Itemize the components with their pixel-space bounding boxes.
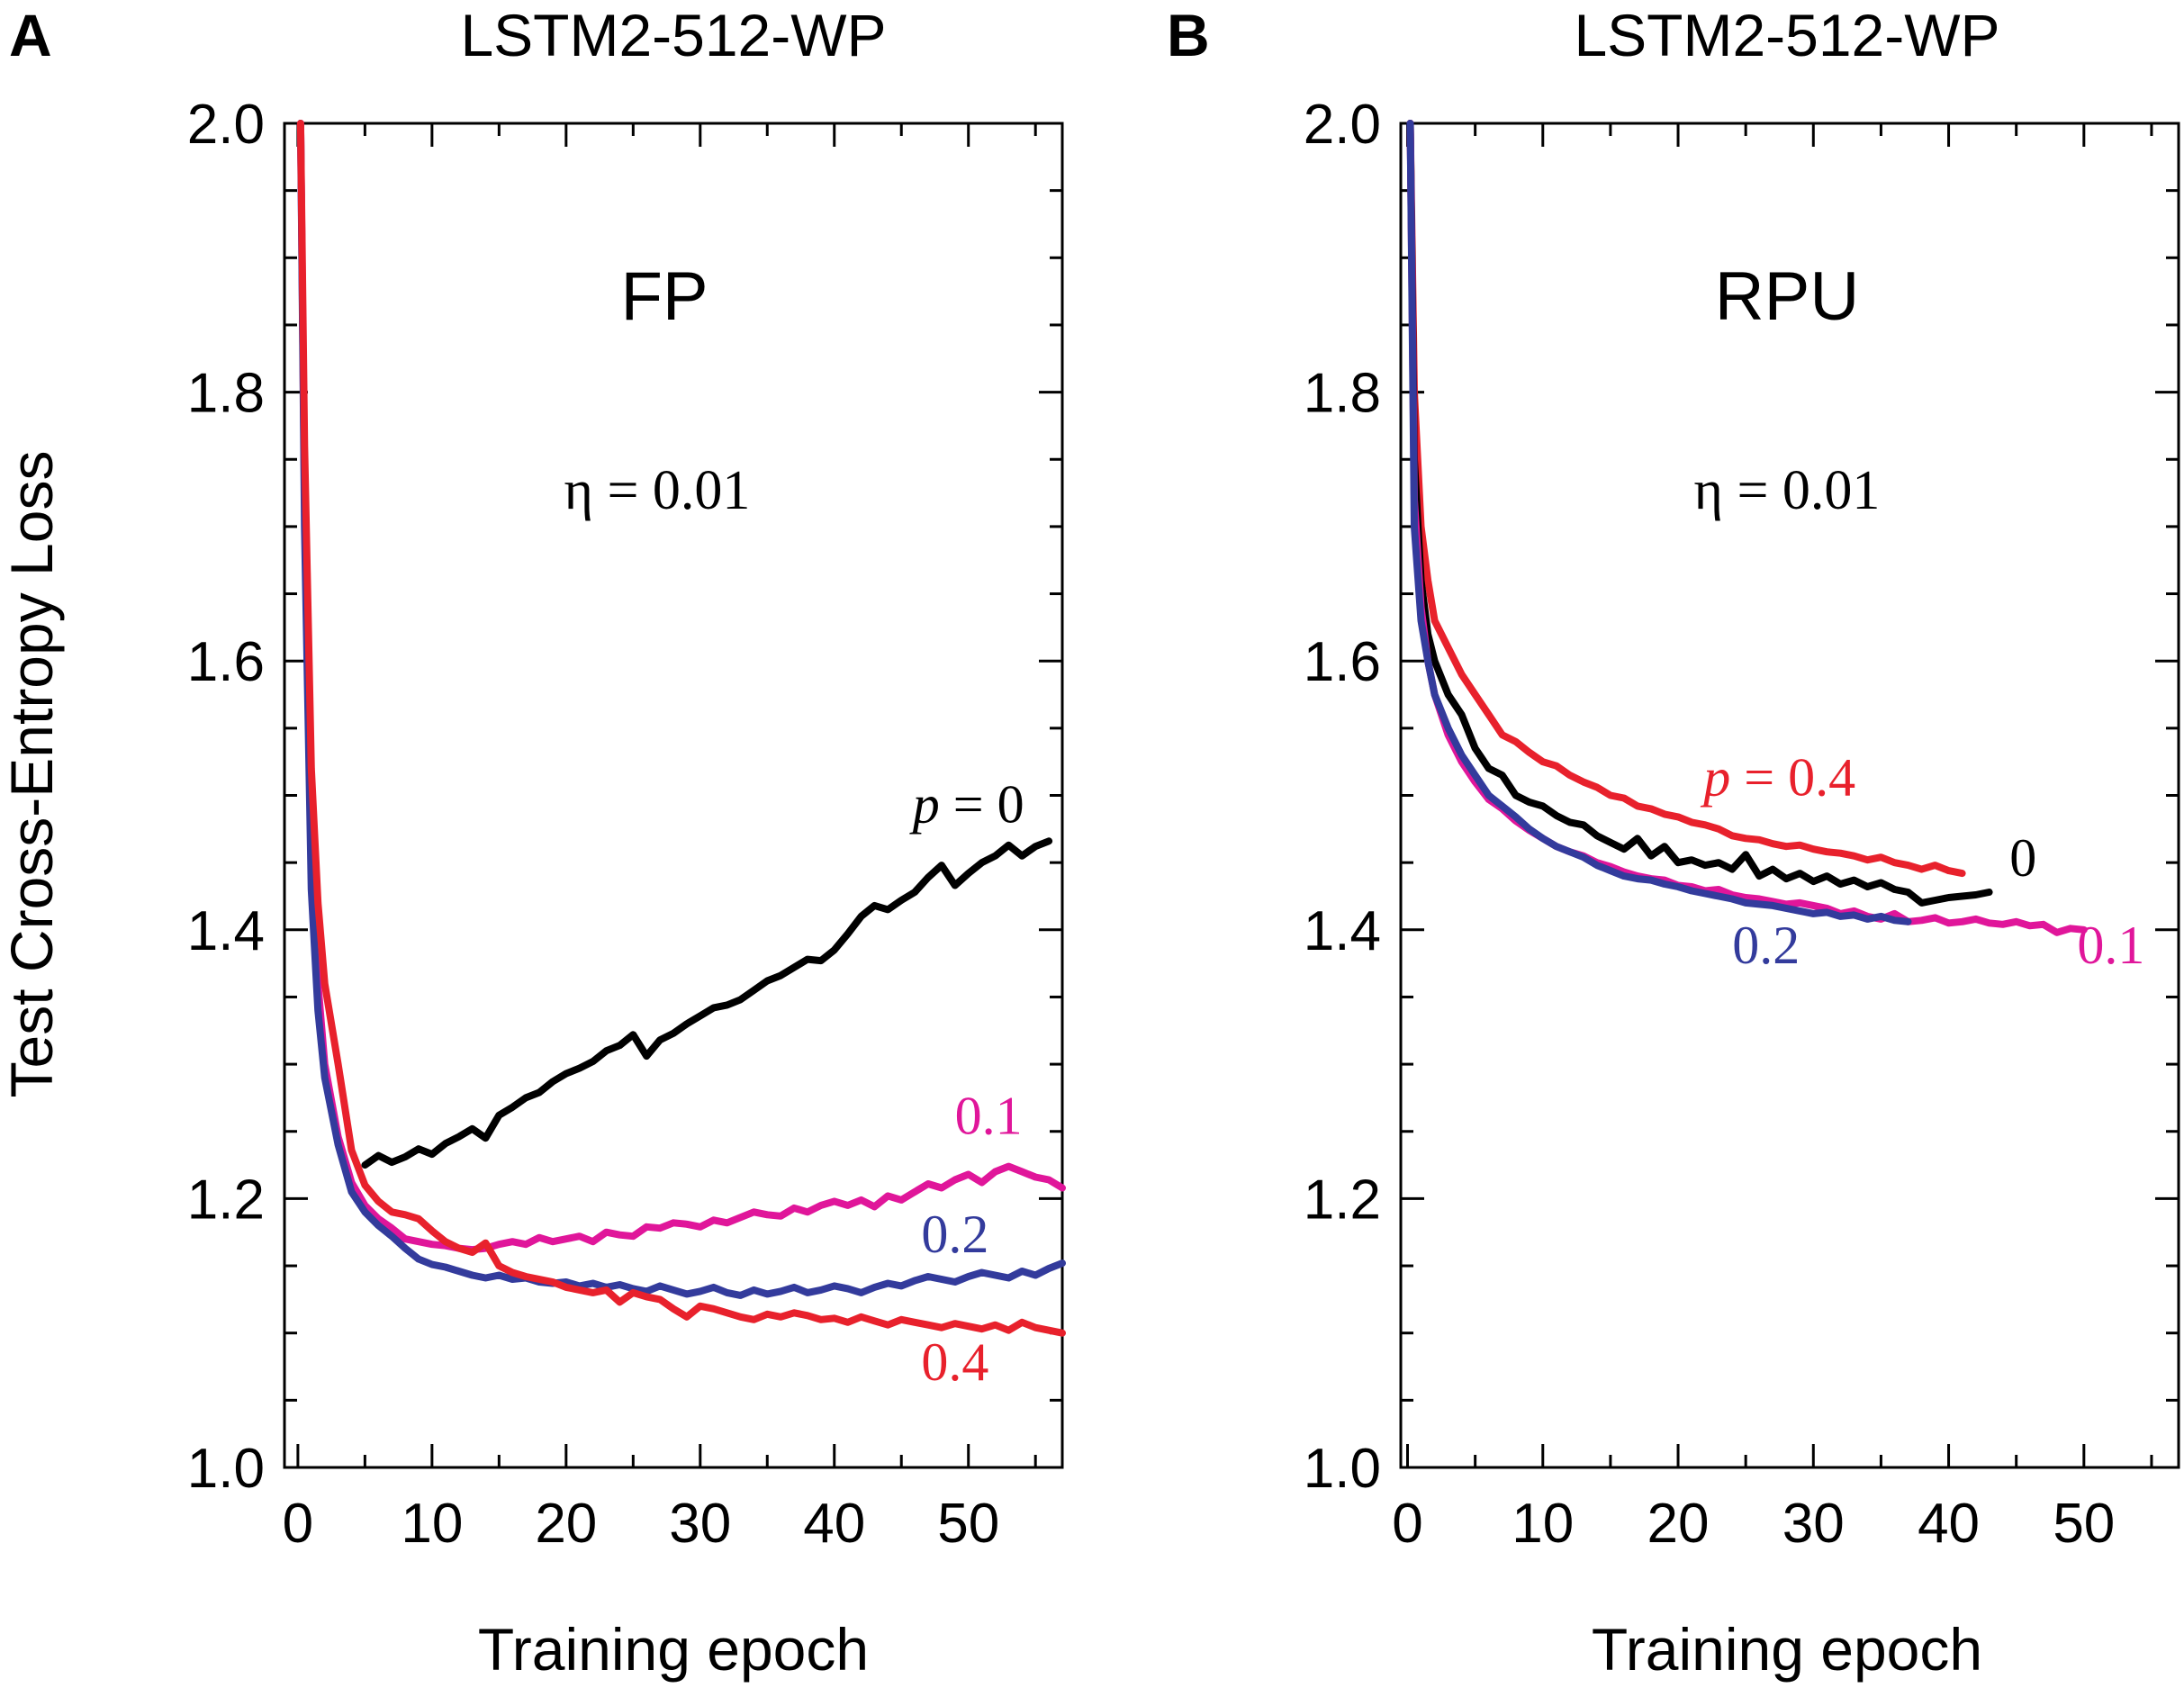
x-tick-label: 50 xyxy=(937,1493,999,1555)
x-tick-label: 50 xyxy=(2053,1493,2115,1555)
y-tick-label: 1.4 xyxy=(1304,900,1381,962)
learning-rate-annotation: η = 0.01 xyxy=(1694,460,1881,521)
x-tick-label: 20 xyxy=(1647,1493,1710,1555)
series-line xyxy=(296,120,1066,1337)
y-tick-label: 1.4 xyxy=(187,900,265,962)
learning-rate-annotation: η = 0.01 xyxy=(564,460,751,521)
y-axis-label: Test Cross-Entropy Loss xyxy=(0,451,65,1098)
chart-title: LSTM2-512-WP xyxy=(460,2,886,68)
y-tick-label: 1.8 xyxy=(1304,363,1381,425)
series-label: 0.4 xyxy=(921,1332,988,1392)
y-tick-label: 1.6 xyxy=(187,631,265,693)
y-tick-label: 1.0 xyxy=(187,1438,265,1500)
x-tick-label: 10 xyxy=(1512,1493,1574,1555)
series-line xyxy=(296,120,1066,1299)
series-label: p = 0.4 xyxy=(1700,748,1855,808)
panel-letter: A xyxy=(9,2,52,68)
series-line xyxy=(361,837,1053,1169)
series-line xyxy=(296,120,1066,1254)
x-axis-label: Training epoch xyxy=(478,1616,869,1683)
y-tick-label: 1.6 xyxy=(1304,631,1381,693)
series-label: 0.1 xyxy=(2077,916,2144,975)
x-tick-label: 40 xyxy=(803,1493,865,1555)
y-tick-label: 1.8 xyxy=(187,363,265,425)
x-tick-label: 0 xyxy=(1392,1493,1422,1555)
x-axis-label: Training epoch xyxy=(1592,1616,1982,1683)
y-tick-label: 2.0 xyxy=(1304,94,1381,156)
series-label: 0.2 xyxy=(1732,916,1800,975)
series-line xyxy=(1406,120,1993,907)
x-tick-label: 10 xyxy=(401,1493,463,1555)
y-tick-label: 1.2 xyxy=(1304,1169,1381,1231)
x-tick-label: 0 xyxy=(283,1493,313,1555)
x-tick-label: 40 xyxy=(1918,1493,1980,1555)
y-tick-label: 1.0 xyxy=(1304,1438,1381,1500)
method-annotation: RPU xyxy=(1715,258,1859,335)
x-tick-label: 30 xyxy=(669,1493,731,1555)
panel-letter: B xyxy=(1167,2,1210,68)
series-label: 0.2 xyxy=(921,1205,988,1264)
series-line xyxy=(1406,120,1966,878)
y-tick-label: 2.0 xyxy=(187,94,265,156)
panel-a: A LSTM2-512-WP 1.0 1.2 1.4 1.6 1.8 2.0 0 10 20 30 40… xyxy=(9,2,1066,1683)
series-line xyxy=(1406,120,1912,925)
x-tick-label: 30 xyxy=(1782,1493,1845,1555)
method-annotation: FP xyxy=(620,258,708,335)
series-label: 0 xyxy=(2009,828,2036,888)
series-label: p = 0 xyxy=(909,774,1024,834)
panel-b: B LSTM2-512-WP 1.0 1.2 1.4 1.6 1.8 2.0 0 10 20 30 40… xyxy=(1167,2,2180,1683)
x-tick-label: 20 xyxy=(535,1493,597,1555)
chart-title: LSTM2-512-WP xyxy=(1574,2,1999,68)
y-tick-label: 1.2 xyxy=(187,1169,265,1231)
series-label: 0.1 xyxy=(955,1087,1023,1146)
